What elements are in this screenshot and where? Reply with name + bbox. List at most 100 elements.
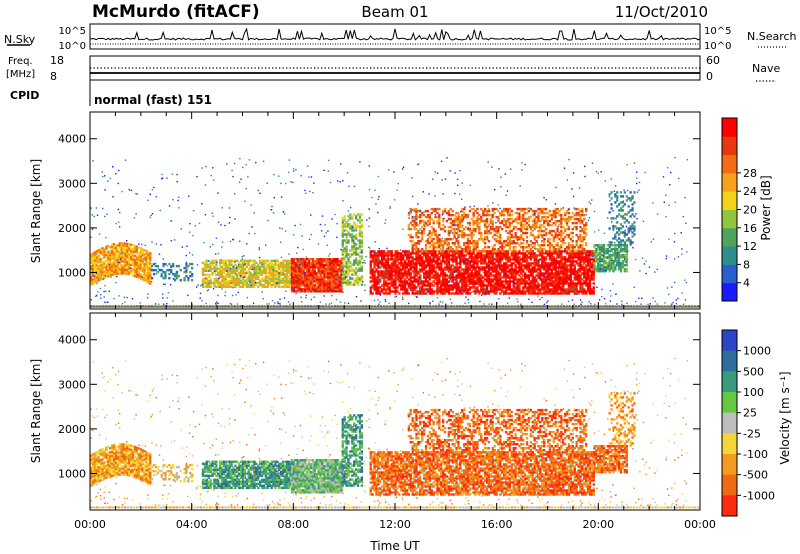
power-cell	[405, 288, 409, 291]
power-cell	[455, 268, 458, 271]
power-cell	[215, 277, 218, 280]
power-cell	[118, 268, 121, 271]
cpid-row: CPID normal (fast) 151	[10, 80, 212, 107]
power-cell	[105, 255, 108, 258]
power-cell	[474, 286, 477, 289]
power-cell	[432, 238, 435, 241]
power-cell	[497, 284, 500, 287]
power-cell	[405, 282, 409, 285]
power-cell	[533, 246, 536, 249]
power-cell	[552, 252, 555, 255]
power-cell	[455, 286, 458, 289]
power-cell	[107, 268, 110, 272]
power-cell	[103, 270, 106, 273]
power-cell	[236, 277, 239, 280]
power-cell	[552, 276, 555, 279]
power-cell	[336, 264, 339, 267]
power-cell	[447, 290, 450, 293]
power-cell	[453, 260, 456, 263]
power-cell	[417, 242, 420, 245]
power-cell	[443, 229, 447, 233]
power-cell	[430, 211, 433, 215]
power-cell	[501, 286, 504, 289]
power-cell	[565, 227, 569, 231]
power-cell	[520, 272, 523, 275]
power-cell	[358, 277, 362, 280]
power-cell	[321, 280, 324, 283]
power-cell	[535, 209, 538, 213]
power-cell	[334, 258, 337, 261]
power-cell	[573, 225, 576, 229]
power-cell	[292, 274, 295, 277]
power-cell	[504, 258, 508, 261]
power-cell	[510, 258, 513, 261]
power-cell	[443, 238, 447, 241]
power-cell	[278, 273, 281, 276]
power-cell	[396, 254, 399, 257]
power-cell	[485, 290, 489, 293]
power-cell	[426, 290, 430, 293]
power-cell	[236, 259, 239, 262]
power-cell	[484, 270, 487, 273]
power-cell	[332, 278, 335, 281]
power-cell	[480, 219, 483, 223]
power-cell	[120, 258, 123, 261]
power-cell	[93, 251, 97, 254]
power-cell	[466, 250, 470, 253]
power-cell	[396, 270, 399, 273]
power-cell	[358, 229, 362, 232]
power-cell	[599, 270, 602, 273]
power-cell	[524, 223, 527, 227]
power-cell	[347, 225, 350, 228]
power-cell	[260, 277, 264, 280]
power-cell	[457, 223, 460, 227]
power-cell	[506, 219, 510, 223]
power-cell	[409, 272, 412, 275]
power-cell	[506, 213, 510, 217]
power-cell	[281, 271, 285, 274]
power-cell	[550, 280, 553, 283]
power-cell	[347, 259, 350, 262]
power-cell	[463, 250, 466, 253]
power-cell	[137, 268, 140, 271]
power-cell	[228, 275, 231, 278]
power-cell	[417, 256, 420, 259]
power-cell	[343, 277, 346, 280]
power-cell	[474, 244, 477, 247]
power-cell	[287, 269, 290, 272]
power-cell	[541, 215, 544, 219]
power-cell	[130, 255, 133, 258]
power-cell	[457, 244, 460, 247]
power-cell	[307, 268, 311, 271]
power-cell	[116, 244, 119, 247]
power-cell	[512, 270, 515, 273]
power-cell	[478, 276, 481, 279]
power-cell	[485, 221, 489, 225]
power-cell	[217, 283, 220, 286]
power-cell	[131, 248, 135, 251]
power-cell	[145, 266, 148, 269]
power-cell	[476, 221, 479, 225]
power-cell	[470, 229, 473, 233]
power-cell	[579, 215, 582, 219]
power-cell	[300, 270, 303, 273]
power-cell	[443, 250, 447, 253]
power-cell	[257, 275, 260, 278]
power-cell	[131, 260, 135, 263]
power-cell	[430, 207, 433, 211]
power-cell	[457, 217, 460, 221]
power-cell	[554, 270, 557, 273]
power-cell	[571, 211, 574, 215]
power-cell	[451, 223, 454, 227]
power-cell	[358, 225, 362, 228]
power-cell	[497, 276, 500, 279]
power-cell	[351, 263, 354, 266]
power-cell	[554, 264, 557, 267]
power-cell	[558, 256, 561, 259]
power-cell	[550, 278, 553, 281]
power-cell	[327, 264, 330, 267]
power-cell	[139, 257, 142, 260]
power-cell	[319, 288, 322, 291]
power-cell	[478, 280, 481, 283]
power-cell	[485, 264, 489, 267]
